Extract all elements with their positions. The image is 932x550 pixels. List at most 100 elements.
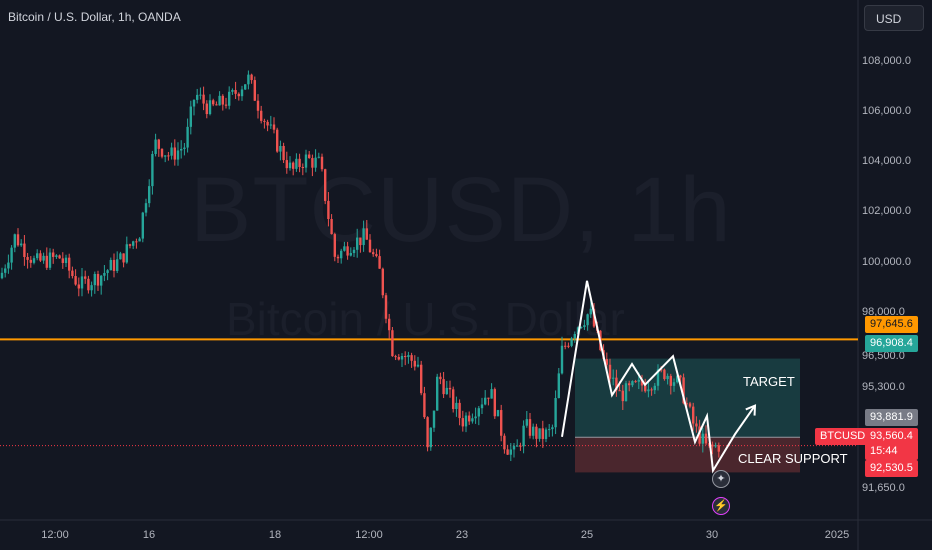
candle-body [132, 241, 135, 246]
candle-body [688, 403, 692, 407]
candle-body [183, 147, 186, 149]
candle-body [340, 250, 343, 259]
candle-body [218, 95, 221, 106]
candle-body [490, 389, 493, 399]
candle-body [32, 258, 36, 263]
candle-body [208, 100, 212, 115]
candle-body [352, 249, 356, 254]
candle-body [624, 383, 628, 402]
candle-body [487, 397, 490, 399]
candle-body [324, 169, 327, 201]
candle-body [330, 219, 333, 235]
arrow-head [745, 404, 757, 416]
candle-body [173, 147, 176, 160]
x-tick: 30 [705, 529, 719, 541]
candle-body [442, 379, 445, 395]
candle-body [516, 445, 519, 447]
candle-body [36, 253, 39, 259]
candle-body [308, 154, 311, 159]
candle-body [106, 270, 109, 273]
candle-body [564, 345, 567, 347]
projection-zigzag [561, 280, 756, 474]
candle-body [202, 94, 205, 104]
candle-body [410, 355, 413, 361]
candle-body [4, 268, 7, 273]
candle-body [701, 433, 704, 444]
candle-body [400, 355, 404, 360]
candle-body [493, 389, 496, 417]
candle-body [615, 377, 618, 391]
candle-body [247, 74, 250, 85]
candle-body [23, 243, 26, 258]
candle-body [458, 402, 461, 419]
candle-body [672, 382, 676, 386]
candle-body [231, 90, 234, 92]
candle-body [304, 154, 308, 168]
x-tick: 23 [455, 529, 469, 541]
candle-body [269, 124, 272, 126]
candle-body [80, 276, 84, 289]
candle-body [10, 247, 13, 263]
candle-body [644, 385, 647, 392]
candle-body [679, 375, 682, 378]
clear-support-annotation: CLEAR SUPPORT [738, 451, 848, 466]
candle-body [682, 377, 685, 404]
candle-body [535, 426, 538, 439]
candle-body [573, 334, 576, 339]
candle-body [151, 153, 154, 187]
x-tick: 16 [142, 529, 156, 541]
last-price-tag: 93,560.4 15:44 [865, 428, 918, 460]
candle-body [570, 338, 573, 346]
stop-zone [575, 437, 800, 473]
candle-body [256, 100, 260, 111]
lightning-icon[interactable]: ⚡ [712, 497, 730, 515]
candle-body [285, 160, 288, 169]
candle-body [205, 103, 208, 115]
candle-body [144, 203, 148, 213]
candle-body [445, 387, 448, 395]
candle-body [429, 427, 432, 448]
candle-body [650, 389, 653, 391]
candle-body [544, 429, 548, 439]
candle-body [141, 212, 144, 239]
y-tick: 100,000.0 [862, 256, 911, 268]
candle-body [16, 234, 20, 246]
candle-body [551, 427, 554, 430]
candle-body [452, 389, 455, 409]
candle-body [391, 330, 394, 357]
candle-body [647, 389, 650, 392]
currency-button[interactable]: USD [864, 5, 924, 31]
candle-body [186, 126, 189, 148]
candle-body [125, 244, 128, 263]
y-tick: 104,000.0 [862, 155, 911, 167]
candle-body [20, 243, 23, 246]
candle-body [368, 239, 372, 253]
target-zone [575, 358, 800, 438]
y-tick: 95,300.0 [862, 381, 905, 393]
candle-body [180, 148, 183, 151]
event-marker-icon[interactable]: ✦ [712, 470, 730, 488]
candle-body [589, 308, 592, 315]
candle-body [413, 360, 416, 367]
candle-body [61, 258, 64, 264]
candle-body [416, 364, 420, 367]
candle-body [138, 238, 141, 242]
candle-body [580, 327, 583, 329]
candle-body [237, 93, 240, 97]
candle-body [0, 272, 4, 279]
candle-body [279, 145, 282, 152]
candle-body [519, 445, 522, 447]
candle-body [103, 272, 106, 276]
candle-body [509, 449, 512, 455]
candle-body [253, 80, 256, 101]
candle-body [362, 228, 365, 246]
candle-body [84, 276, 87, 279]
candle-body [432, 410, 436, 428]
candle-body [276, 129, 279, 152]
candle-body [637, 379, 640, 382]
candle-body [45, 255, 48, 268]
candle-body [215, 104, 218, 106]
candle-body [404, 355, 407, 358]
candle-body [13, 234, 16, 248]
